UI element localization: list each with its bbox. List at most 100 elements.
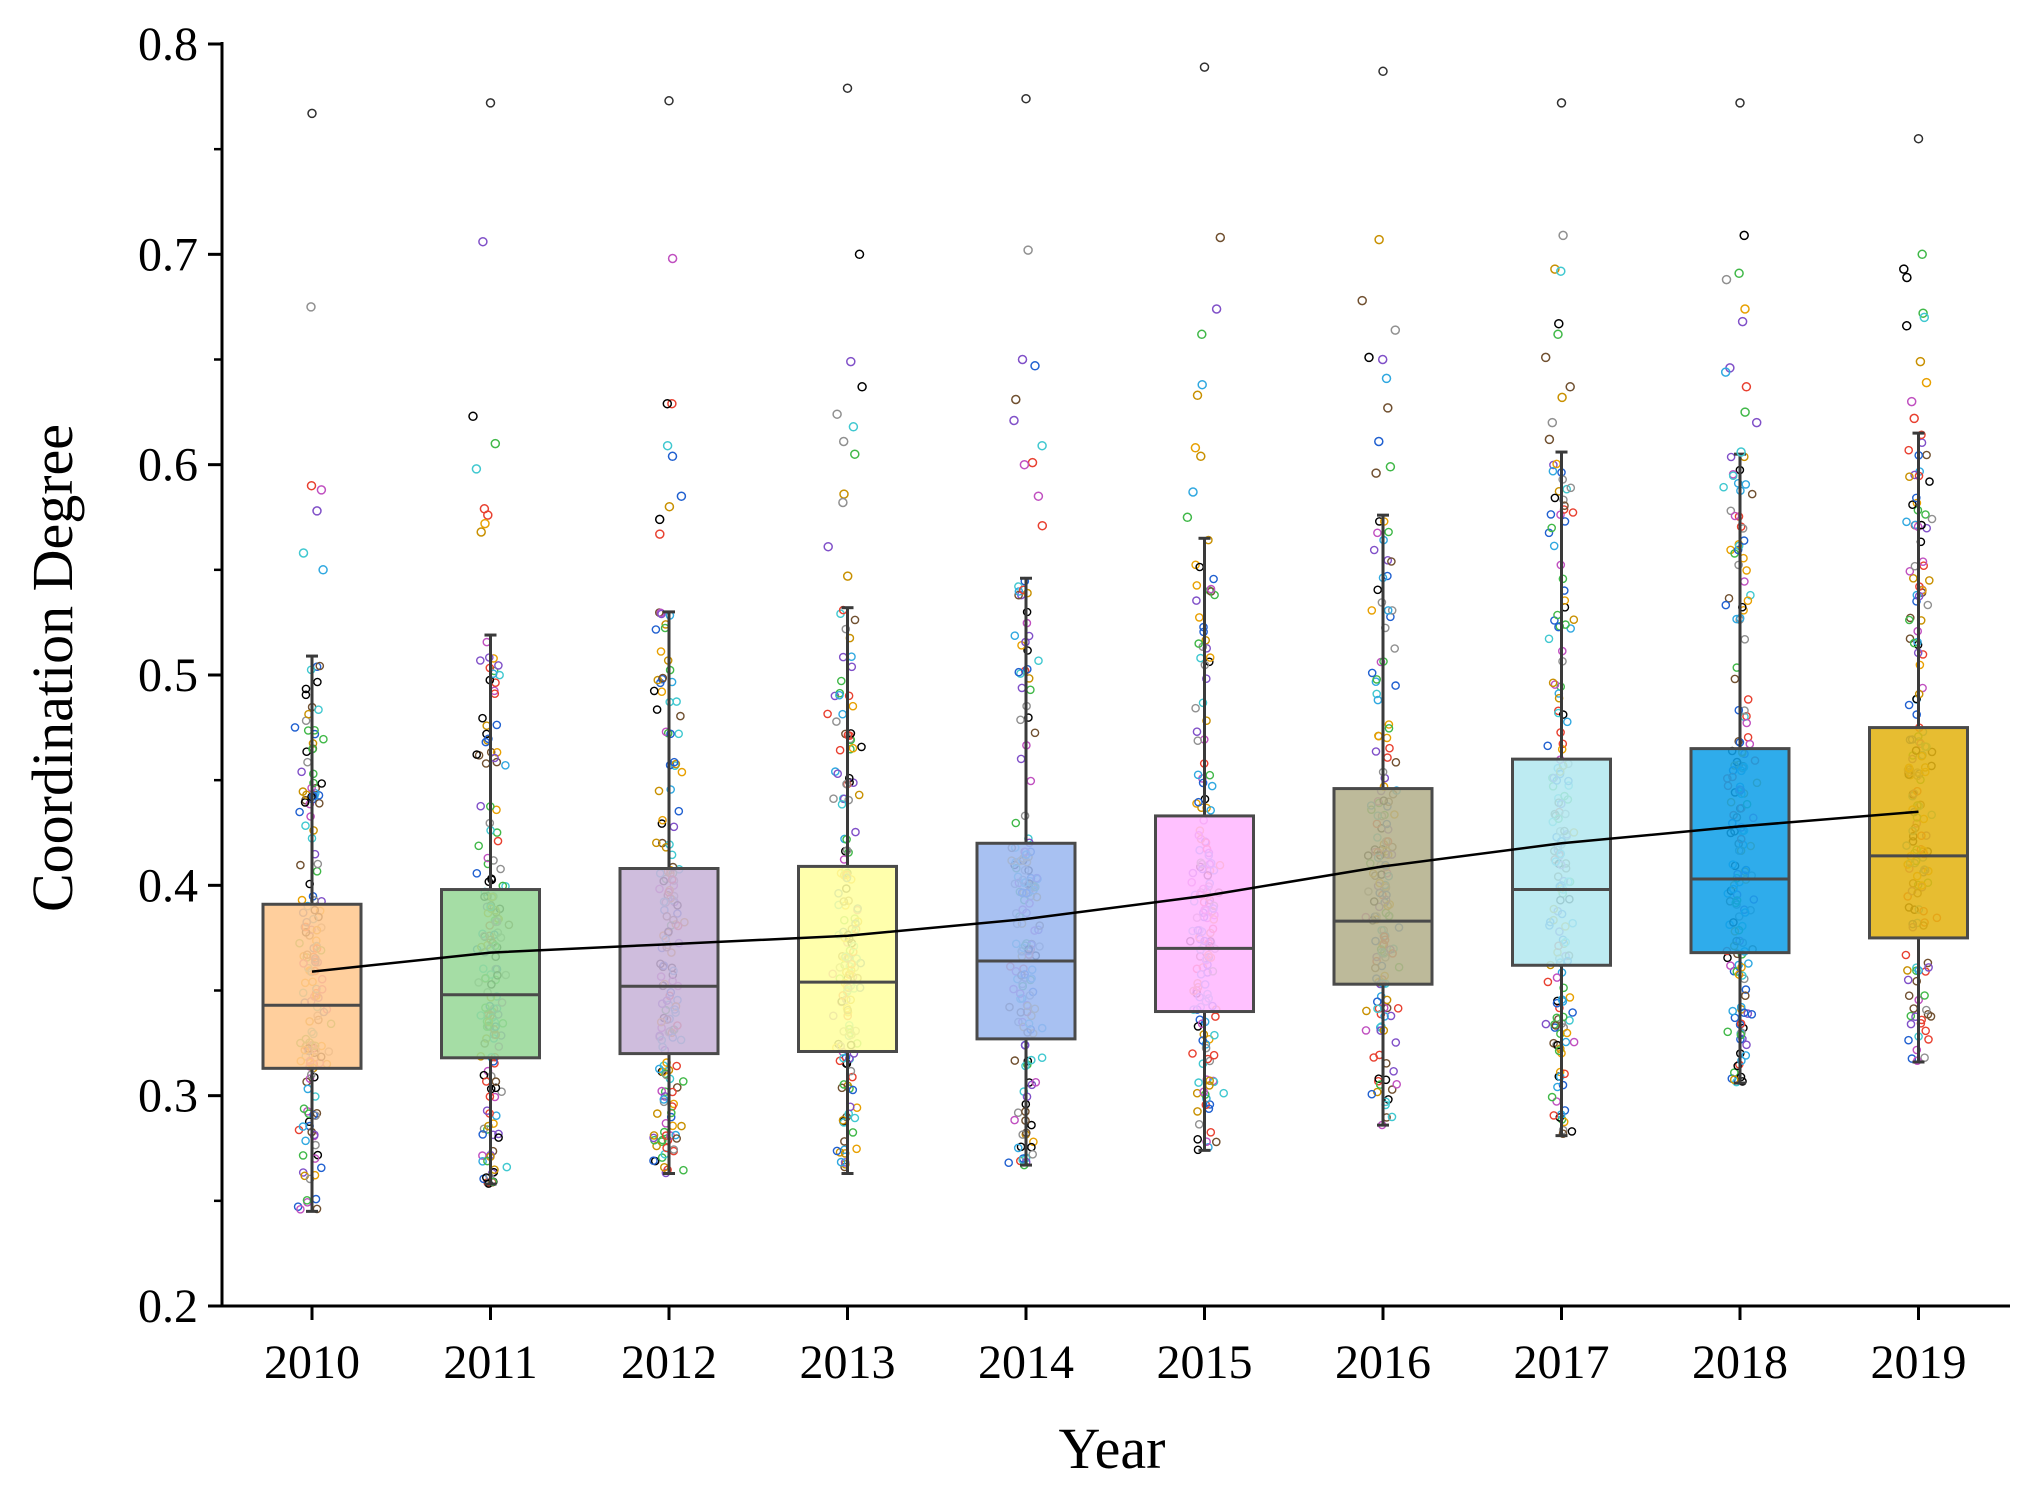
outlier-point — [1381, 373, 1392, 384]
data-point — [1924, 1035, 1933, 1044]
data-point — [1927, 514, 1937, 524]
data-point — [492, 720, 502, 730]
data-point — [1393, 1004, 1403, 1013]
data-point — [1905, 472, 1914, 482]
outlier-point — [1190, 443, 1201, 453]
data-point — [1920, 1053, 1929, 1062]
outlier-point — [655, 529, 665, 539]
outlier-point — [1544, 434, 1555, 445]
outlier-point — [1720, 367, 1731, 377]
axes-layer: 0.2 0.3 0.4 0.5 0.6 0.7 0.8 2010 2011 2012 2013 201… — [138, 18, 2010, 1389]
data-point — [1563, 717, 1572, 727]
y-tick-label: 0.4 — [138, 859, 198, 912]
data-point — [1373, 997, 1382, 1007]
x-tick-label-2015: 2015 — [1157, 1336, 1253, 1389]
data-point — [1192, 799, 1201, 808]
data-point — [1550, 1020, 1559, 1029]
data-point — [305, 1074, 315, 1083]
data-point — [652, 838, 661, 848]
data-point — [835, 690, 844, 700]
x-tick-label-2014: 2014 — [978, 1336, 1074, 1389]
outlier-point — [846, 356, 856, 367]
outlier-point — [667, 398, 677, 409]
data-point — [290, 723, 300, 732]
data-point — [674, 806, 684, 816]
data-point — [1011, 818, 1021, 828]
data-point — [1209, 574, 1218, 584]
data-point — [1384, 720, 1394, 729]
data-point — [475, 656, 485, 665]
data-point — [1562, 1028, 1572, 1038]
outlier-point — [312, 506, 322, 516]
outlier-point — [1385, 462, 1396, 472]
data-point — [659, 1095, 669, 1104]
outlier-point — [1037, 520, 1048, 531]
outlier-point — [1556, 98, 1567, 108]
data-point — [1558, 1012, 1568, 1022]
outlier-point — [316, 485, 327, 495]
data-point — [657, 819, 667, 828]
outlier-point — [1721, 274, 1732, 285]
data-point — [1193, 770, 1203, 780]
data-point — [677, 1121, 686, 1131]
outlier-point — [1192, 390, 1203, 401]
data-point — [1206, 584, 1216, 594]
data-point — [1373, 1004, 1382, 1014]
box-2016 — [1332, 787, 1434, 986]
data-point — [1369, 1053, 1378, 1062]
data-point — [1389, 1067, 1398, 1076]
outlier-point — [667, 253, 678, 264]
outlier-point — [662, 398, 673, 409]
data-point — [1569, 1037, 1579, 1047]
data-point — [1201, 1043, 1211, 1053]
data-point — [1745, 739, 1755, 749]
outlier-point — [1374, 234, 1384, 245]
data-point — [1391, 758, 1401, 767]
data-point — [314, 799, 324, 808]
data-point — [1905, 567, 1915, 576]
data-point — [1912, 1045, 1922, 1055]
data-point — [1205, 1076, 1214, 1085]
data-point — [295, 807, 304, 817]
data-point — [1904, 1035, 1913, 1045]
data-point — [1905, 615, 1914, 625]
outlier-point — [1558, 230, 1568, 241]
outlier-point — [1547, 417, 1558, 428]
data-point — [1202, 674, 1211, 684]
data-point — [496, 864, 505, 874]
x-tick-label-2011: 2011 — [443, 1336, 537, 1389]
data-point — [1548, 466, 1558, 476]
outlier-point — [1557, 392, 1567, 403]
outlier-point — [838, 497, 848, 508]
data-point — [1013, 1108, 1023, 1117]
outlier-point — [1906, 396, 1917, 407]
outlier-point — [1918, 308, 1928, 318]
data-point — [1194, 797, 1203, 807]
data-point — [1541, 1019, 1551, 1029]
data-point — [1372, 689, 1381, 699]
data-point — [1194, 639, 1203, 648]
data-point — [298, 1151, 308, 1160]
outlier-point — [1019, 459, 1030, 470]
data-point — [1921, 1026, 1930, 1036]
outlier-point — [298, 548, 309, 558]
data-point — [674, 729, 684, 739]
data-point — [1912, 976, 1921, 986]
data-point — [1380, 773, 1390, 783]
data-point — [479, 1124, 489, 1134]
data-point — [1904, 445, 1913, 455]
outlier-point — [478, 236, 488, 247]
outlier-point — [1374, 436, 1384, 447]
outlier-point — [1751, 417, 1762, 428]
data-point — [309, 826, 318, 835]
data-point — [851, 827, 860, 837]
data-point — [1912, 694, 1921, 704]
outlier-point — [1017, 354, 1028, 365]
box-2019 — [1868, 726, 1969, 940]
outlier-point — [480, 518, 490, 529]
data-point — [1912, 710, 1921, 719]
box-2017 — [1511, 757, 1612, 967]
data-point — [1023, 646, 1032, 655]
outlier-point — [654, 514, 665, 525]
data-point — [1549, 1111, 1559, 1120]
